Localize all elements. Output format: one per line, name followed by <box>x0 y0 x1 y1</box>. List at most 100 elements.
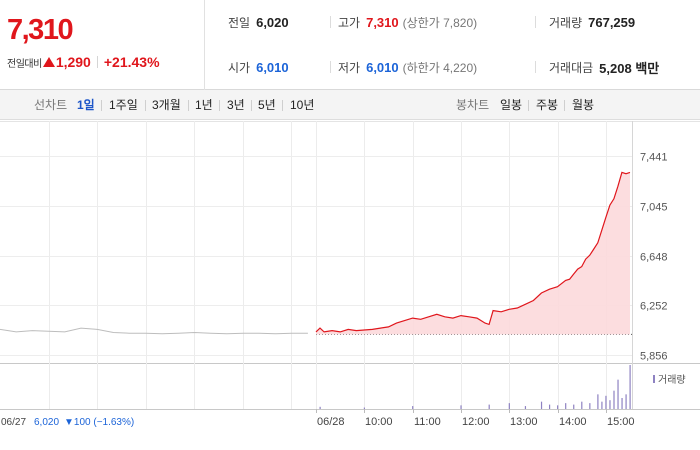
stat-label: 고가 <box>338 15 361 30</box>
volume-bar <box>524 406 527 409</box>
y-tick-label: 7,441 <box>640 152 668 164</box>
divider <box>188 100 189 111</box>
x-tick-label: 12:00 <box>462 416 490 428</box>
divider <box>535 16 536 28</box>
x-tick-label: 11:00 <box>414 416 441 428</box>
tab-5years[interactable]: 5년 <box>258 98 276 112</box>
volume-bar <box>557 405 559 409</box>
volume-bar <box>363 407 366 409</box>
x-tick-label: 14:00 <box>559 416 587 428</box>
divider <box>145 100 146 111</box>
tab-1day[interactable]: 1일 <box>77 98 95 112</box>
stat-open: 시가 6,010 <box>228 57 289 77</box>
volume-bar <box>589 403 591 409</box>
stat-high: 고가 7,310 (상한가 7,820) <box>338 12 477 32</box>
stat-label: 저가 <box>338 60 361 75</box>
change-row: 전일대비 1,290 +21.43% <box>7 53 160 71</box>
volume-bar <box>412 406 414 409</box>
stat-value: 767,259 <box>588 14 636 30</box>
volume-bar <box>548 404 551 409</box>
tab-3months[interactable]: 3개월 <box>152 98 181 112</box>
volume-bar <box>625 394 627 409</box>
tab-weekly-candle[interactable]: 주봉 <box>536 98 559 112</box>
x-tick-label: 06/28 <box>317 416 345 428</box>
stat-value: 6,010 <box>366 59 399 75</box>
lower-limit: (하한가 4,220) <box>402 60 478 75</box>
tab-10years[interactable]: 10년 <box>290 98 315 112</box>
volume-bar <box>540 401 543 409</box>
stat-value: 6,020 <box>256 14 289 30</box>
current-price: 7,310 <box>7 14 74 46</box>
volume-bar <box>605 395 607 409</box>
tab-monthly-candle[interactable]: 월봉 <box>572 98 595 112</box>
divider <box>251 100 252 111</box>
stat-label: 시가 <box>228 60 251 75</box>
quote-header: 7,310 전일대비 1,290 +21.43% 전일 6,020 고가 7,3… <box>0 0 700 90</box>
x-tick-label: 13:00 <box>510 416 538 428</box>
upper-limit: (상한가 7,820) <box>402 15 478 30</box>
divider <box>219 100 220 111</box>
tab-1week[interactable]: 1주일 <box>109 98 138 112</box>
change-percent: +21.43% <box>103 54 160 70</box>
volume-bar <box>597 394 599 409</box>
line-chart-label: 선차트 <box>34 98 68 112</box>
stat-label: 거래량 <box>549 15 583 30</box>
volume-bar <box>621 398 623 409</box>
chart-canvas: 7,441 7,045 6,648 6,252 5,856 거래량 06/28 10:00 11… <box>0 121 700 428</box>
period-bar: 선차트 1일 1주일 3개월 1년 3년 5년 10년 봉차트 일봉 주봉 월봉 <box>0 90 700 120</box>
divider <box>282 100 283 111</box>
x-tick-label: 15:00 <box>607 416 635 428</box>
divider <box>101 100 102 111</box>
stat-label: 전일 <box>228 15 251 30</box>
tab-1year[interactable]: 1년 <box>195 98 213 112</box>
up-arrow-icon <box>42 57 55 67</box>
volume-bar <box>460 405 462 409</box>
volume-bar <box>601 401 603 409</box>
up-area-fill <box>316 172 630 335</box>
volume-bar <box>581 401 583 409</box>
divider <box>96 56 98 68</box>
tab-daily-candle[interactable]: 일봉 <box>500 98 523 112</box>
price-chart: 7,441 7,045 6,648 6,252 5,856 거래량 06/28 10:00 11… <box>0 121 700 450</box>
volume-bar <box>319 406 321 409</box>
divider <box>528 100 529 111</box>
volume-bar <box>573 404 575 409</box>
y-tick-label: 5,856 <box>640 351 668 363</box>
stat-prev-close: 전일 6,020 <box>228 12 289 32</box>
change-value: 1,290 <box>55 54 91 70</box>
stat-value: 6,010 <box>256 59 289 75</box>
volume-legend-label: 거래량 <box>658 374 686 386</box>
stat-value: 5,208 백만 <box>599 60 660 76</box>
prev-day-change-label: ▼100 (−1.63%) <box>64 417 134 428</box>
tab-3years[interactable]: 3년 <box>227 98 245 112</box>
divider <box>564 100 565 111</box>
y-tick-label: 7,045 <box>640 202 668 214</box>
volume-bar <box>613 390 615 409</box>
y-tick-label: 6,648 <box>640 252 668 264</box>
today-price-line <box>315 171 631 333</box>
divider <box>330 61 331 73</box>
divider <box>330 16 331 28</box>
volume-bar <box>488 404 490 409</box>
volume-bar <box>609 400 611 409</box>
price-box: 7,310 전일대비 1,290 +21.43% <box>0 0 205 90</box>
prev-day-date-label: 06/27 <box>1 417 26 428</box>
y-tick-label: 6,252 <box>640 301 668 313</box>
volume-bar <box>617 379 619 409</box>
stat-low: 저가 6,010 (하한가 4,220) <box>338 57 477 77</box>
prev-day-close-label: 6,020 <box>34 417 59 428</box>
stat-volume: 거래량 767,259 <box>549 12 635 32</box>
volume-bar <box>565 403 567 409</box>
divider <box>535 61 536 73</box>
x-tick-label: 10:00 <box>365 416 393 428</box>
volume-bar <box>629 365 631 409</box>
stat-label: 거래대금 <box>549 60 594 75</box>
change-label: 전일대비 <box>7 58 42 70</box>
volume-legend-swatch <box>653 375 655 383</box>
prev-day-price-line <box>0 327 308 335</box>
candle-chart-label: 봉차트 <box>456 98 490 112</box>
volume-bar <box>508 403 510 409</box>
stat-value: 7,310 <box>366 14 399 30</box>
stat-trade-amount: 거래대금 5,208 백만 <box>549 57 659 77</box>
